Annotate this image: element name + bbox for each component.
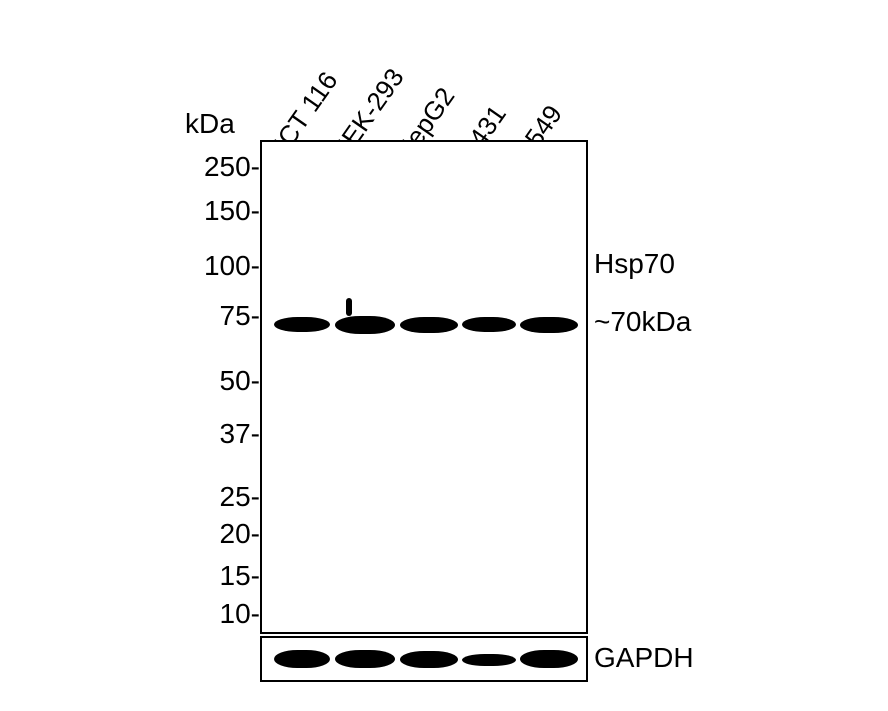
hsp70-band-2	[335, 316, 395, 334]
mw-25: 25-	[210, 481, 260, 513]
hsp70-band-5	[520, 317, 578, 333]
mw-75: 75-	[210, 300, 260, 332]
gapdh-band-2	[335, 650, 395, 668]
mw-37: 37-	[210, 418, 260, 450]
mw-20: 20-	[210, 518, 260, 550]
gapdh-band-1	[274, 650, 330, 668]
gapdh-label: GAPDH	[594, 642, 694, 674]
kda-header: kDa	[185, 108, 235, 140]
hsp70-band-3	[400, 317, 458, 333]
artifact-mark	[346, 298, 352, 316]
mw-15: 15-	[210, 560, 260, 592]
gapdh-band-4	[462, 654, 516, 666]
mw-50: 50-	[210, 365, 260, 397]
gapdh-band-5	[520, 650, 578, 668]
approx-mw-label: ~70kDa	[594, 306, 691, 338]
blot-figure: kDa 250- 150- 100- 75- 50- 37- 25- 20- 1…	[0, 0, 888, 711]
mw-10: 10-	[210, 598, 260, 630]
mw-150: 150-	[195, 195, 260, 227]
hsp70-band-4	[462, 317, 516, 332]
mw-100: 100-	[195, 250, 260, 282]
target-name-label: Hsp70	[594, 248, 675, 280]
hsp70-band-1	[274, 317, 330, 332]
gapdh-band-3	[400, 651, 458, 668]
gapdh-blot	[260, 636, 588, 682]
main-blot	[260, 140, 588, 634]
mw-250: 250-	[195, 151, 260, 183]
